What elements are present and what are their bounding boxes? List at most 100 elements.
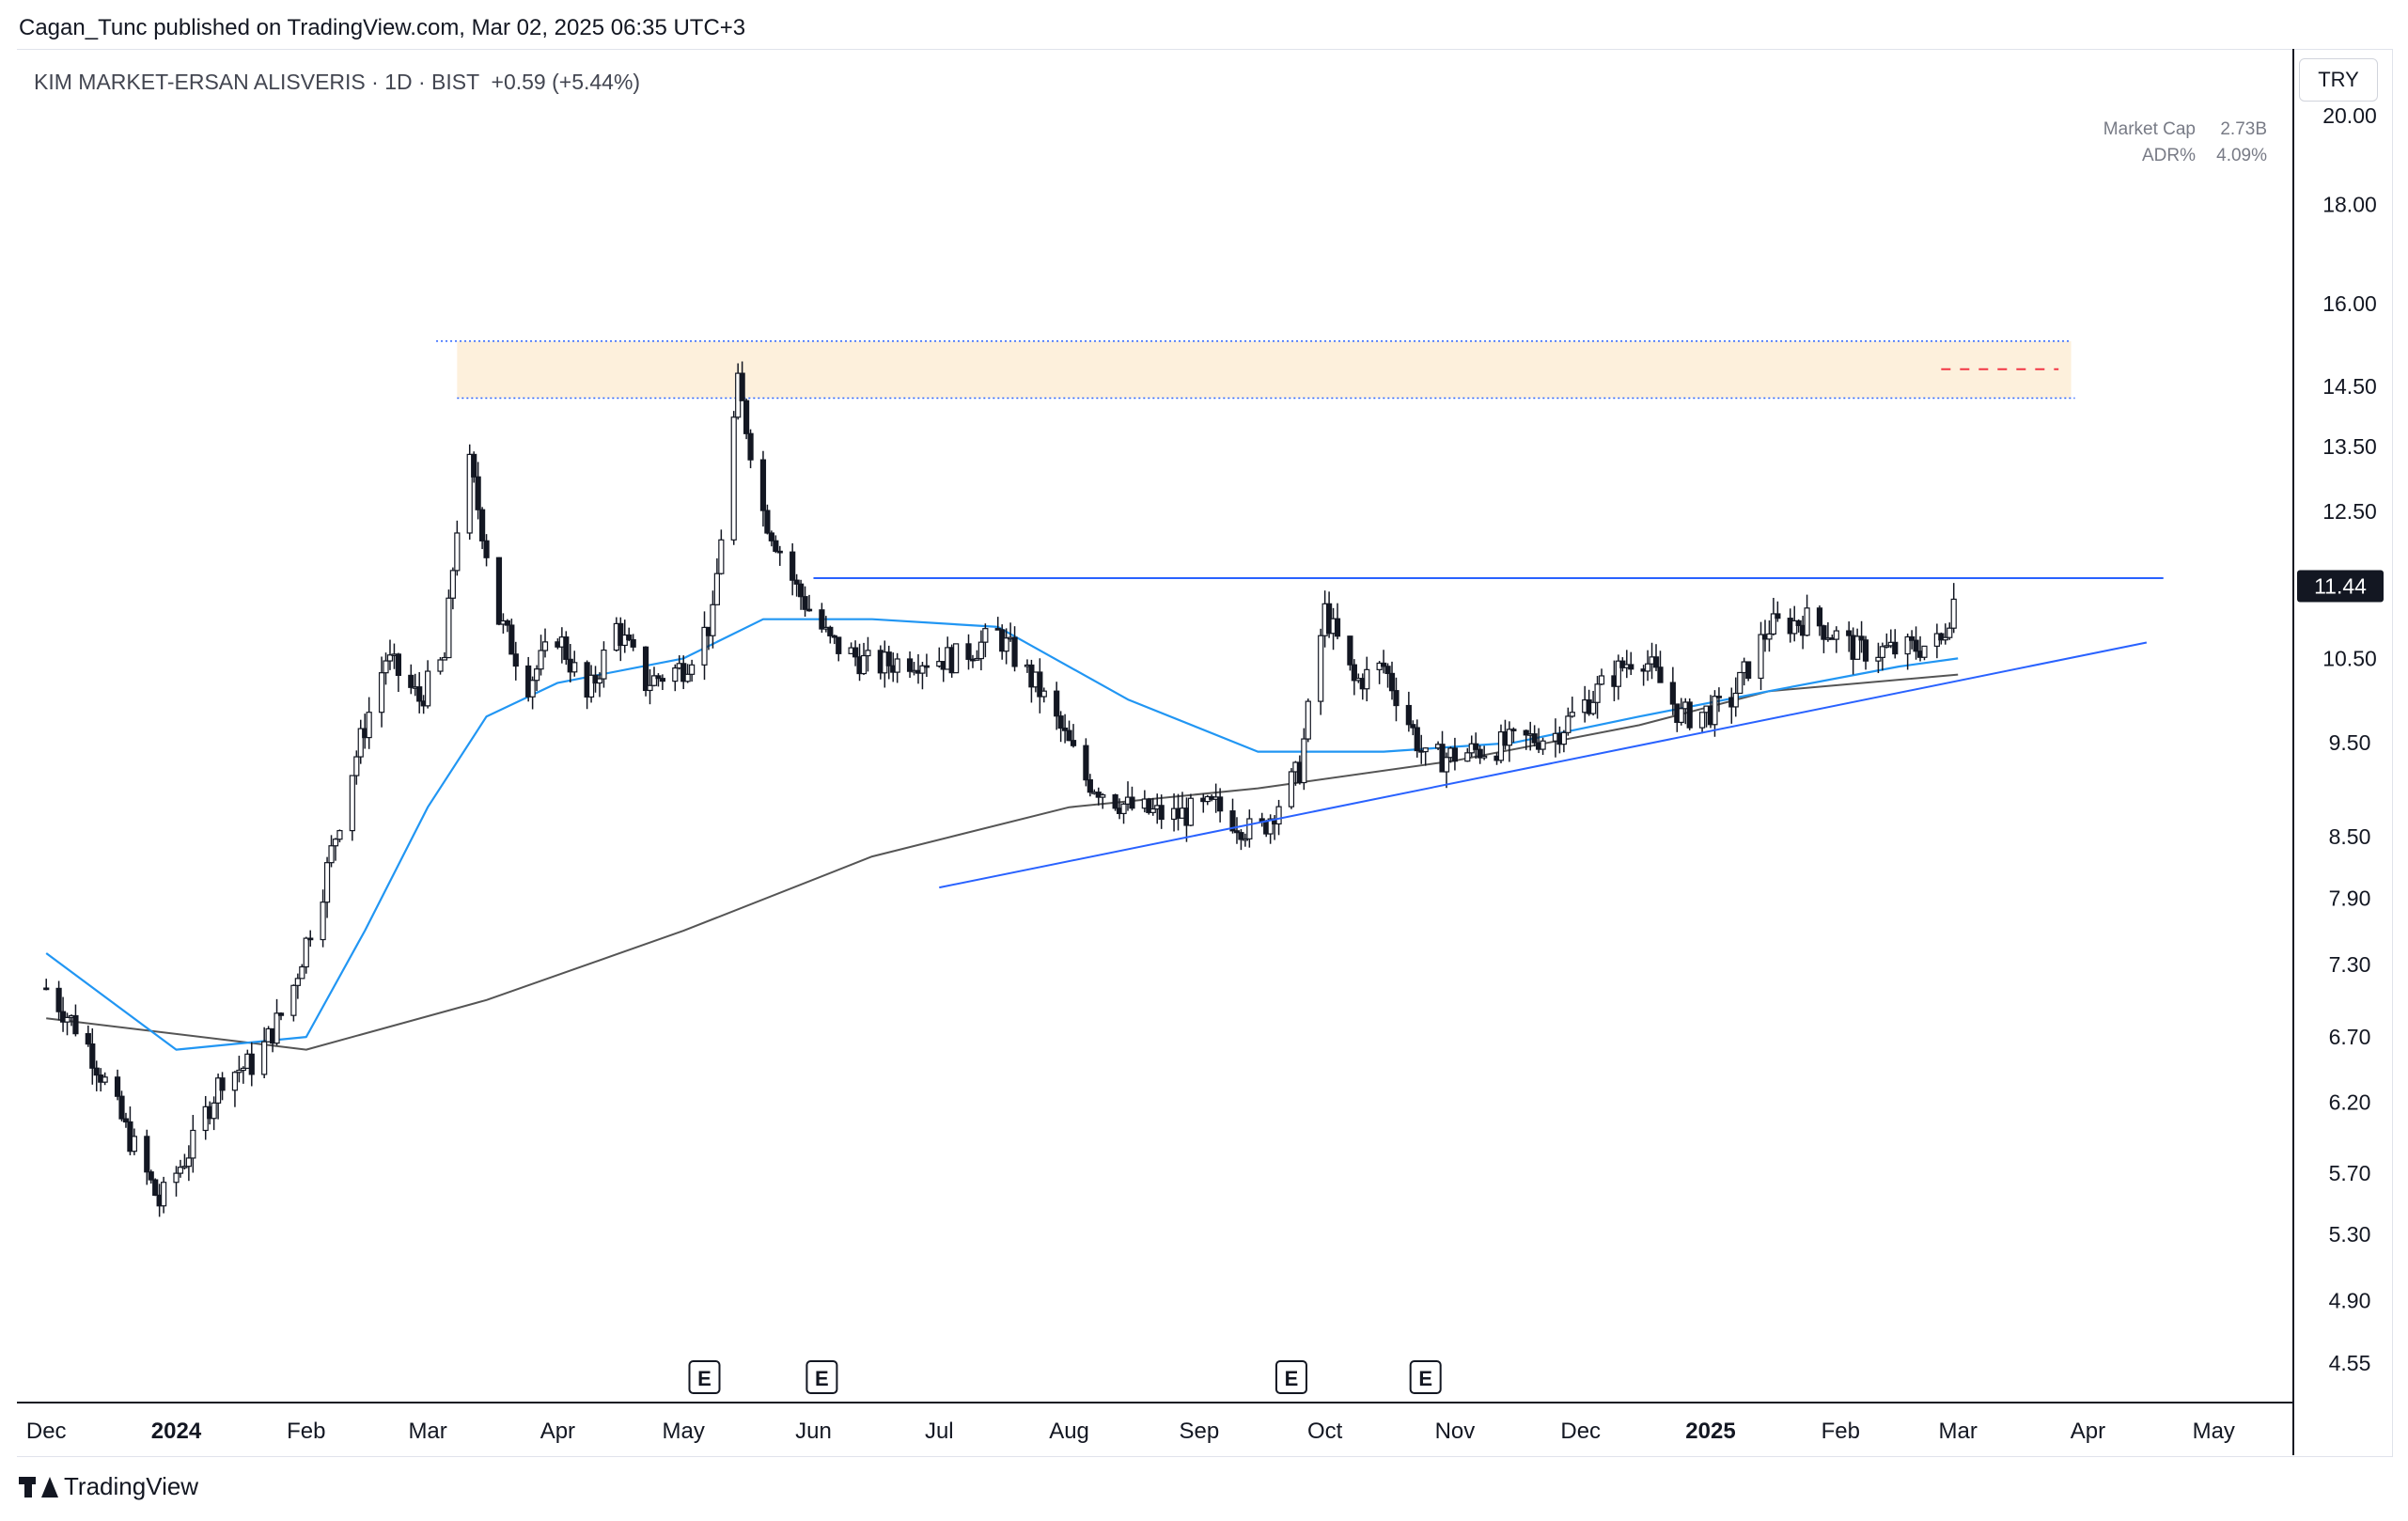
- candle-body: [768, 532, 774, 541]
- candle-body: [1678, 708, 1684, 723]
- candle-body: [713, 572, 720, 605]
- candle-body: [1833, 630, 1839, 640]
- supply-zone[interactable]: [457, 340, 2072, 399]
- candle-body: [1037, 671, 1043, 698]
- candle-body: [1904, 635, 1911, 655]
- earnings-marker[interactable]: [805, 1360, 838, 1394]
- currency-button[interactable]: TRY: [2299, 58, 2378, 102]
- candle-body: [131, 1136, 137, 1153]
- candle-body: [1100, 793, 1106, 798]
- candle-body: [1364, 668, 1370, 690]
- candle-body: [1884, 645, 1890, 648]
- candle-body: [408, 674, 414, 688]
- y-tick-label: 7.30: [2329, 952, 2371, 977]
- candle-body: [865, 650, 871, 657]
- candle-body: [449, 570, 456, 599]
- candle-body: [277, 1012, 285, 1016]
- candle-body: [236, 1069, 242, 1074]
- candle-body: [274, 1012, 280, 1044]
- candle-body: [1011, 636, 1018, 667]
- x-tick-label: 2025: [1685, 1419, 1735, 1444]
- candle-body: [1510, 729, 1517, 731]
- candle-body: [1921, 645, 1928, 658]
- candle-body: [710, 604, 716, 636]
- candle-body: [1443, 757, 1450, 773]
- candle-body: [446, 597, 452, 659]
- chart-frame: [17, 49, 2393, 1457]
- candle-body: [1947, 627, 1953, 638]
- y-tick-label: 7.90: [2329, 886, 2371, 910]
- x-tick-label: May: [663, 1419, 705, 1444]
- y-tick-label: 14.50: [2322, 374, 2377, 399]
- candle-body: [655, 675, 662, 680]
- candle-body: [248, 1053, 255, 1075]
- candle-body: [475, 476, 481, 510]
- candle-body: [1560, 731, 1567, 745]
- candle-body: [776, 550, 783, 554]
- candle-body: [1565, 715, 1571, 733]
- y-tick-label: 16.00: [2322, 291, 2377, 316]
- candle-body: [72, 1014, 79, 1035]
- candle-body: [1238, 832, 1244, 840]
- candle-body: [1233, 830, 1241, 834]
- candle-body: [386, 654, 394, 662]
- candle-body: [747, 432, 754, 461]
- candle-body: [1594, 683, 1601, 703]
- candle-body: [231, 1072, 239, 1091]
- candle-body: [1393, 690, 1399, 707]
- candle-body: [541, 641, 549, 651]
- y-tick-label: 8.50: [2329, 824, 2371, 849]
- candle-body: [1267, 818, 1274, 835]
- candle-body: [790, 551, 796, 581]
- candle-body: [1569, 712, 1575, 717]
- candle-body: [885, 651, 892, 666]
- candle-body: [860, 654, 868, 675]
- symbol-legend[interactable]: KIM MARKET-ERSAN ALISVERIS · 1D · BIST +…: [34, 70, 640, 95]
- candle-body: [366, 712, 372, 739]
- publish-info: Cagan_Tunc published on TradingView.com,…: [19, 15, 746, 40]
- candle-body: [1481, 755, 1488, 759]
- candle-body: [563, 636, 570, 660]
- y-tick-label: 5.30: [2329, 1222, 2371, 1247]
- candle-body: [152, 1179, 159, 1197]
- candle-body: [739, 372, 745, 401]
- candle-body: [1129, 796, 1135, 809]
- candle-body: [1451, 747, 1459, 762]
- tradingview-brand[interactable]: TradingView: [19, 1472, 198, 1501]
- earnings-marker[interactable]: [1274, 1360, 1307, 1394]
- candle-body: [1229, 810, 1236, 832]
- x-tick-label: Oct: [1307, 1419, 1343, 1444]
- rising-trendline[interactable]: [939, 641, 2148, 889]
- candle-body: [219, 1077, 226, 1091]
- candle-body: [173, 1172, 180, 1184]
- earnings-marker[interactable]: [1409, 1360, 1442, 1394]
- candle-body: [805, 608, 813, 612]
- price-chart[interactable]: 20.00 18.00 16.00 14.50 13.50 12.50 10.50 9.50 8…: [0, 0, 2408, 1466]
- candle-body: [965, 643, 972, 660]
- x-tick-label: Jun: [795, 1419, 832, 1444]
- candle-body: [1473, 743, 1479, 750]
- candle-body: [144, 1136, 150, 1173]
- candle-body: [185, 1157, 192, 1168]
- earnings-marker[interactable]: [688, 1360, 721, 1394]
- info-value: 2.73B: [2220, 119, 2267, 139]
- candle-body: [1858, 635, 1865, 641]
- candle-body: [974, 657, 980, 661]
- candle-body: [1531, 733, 1538, 744]
- candle-body: [538, 650, 544, 670]
- candle-body: [211, 1102, 217, 1120]
- last-price-box: [2297, 570, 2384, 603]
- candle-body: [1715, 696, 1723, 698]
- candle-body: [618, 622, 624, 647]
- candle-body: [1686, 701, 1693, 729]
- candle-body: [533, 668, 540, 682]
- candle-body: [1318, 635, 1324, 702]
- candle-body: [680, 663, 687, 682]
- candle-body: [1464, 752, 1471, 762]
- candle-body: [240, 1067, 246, 1072]
- candle-body: [1862, 639, 1869, 662]
- candle-body: [1380, 662, 1387, 667]
- candle-body: [1909, 635, 1915, 641]
- candle-body: [383, 660, 389, 674]
- symbol-line: KIM MARKET-ERSAN ALISVERIS · 1D · BIST: [34, 70, 479, 94]
